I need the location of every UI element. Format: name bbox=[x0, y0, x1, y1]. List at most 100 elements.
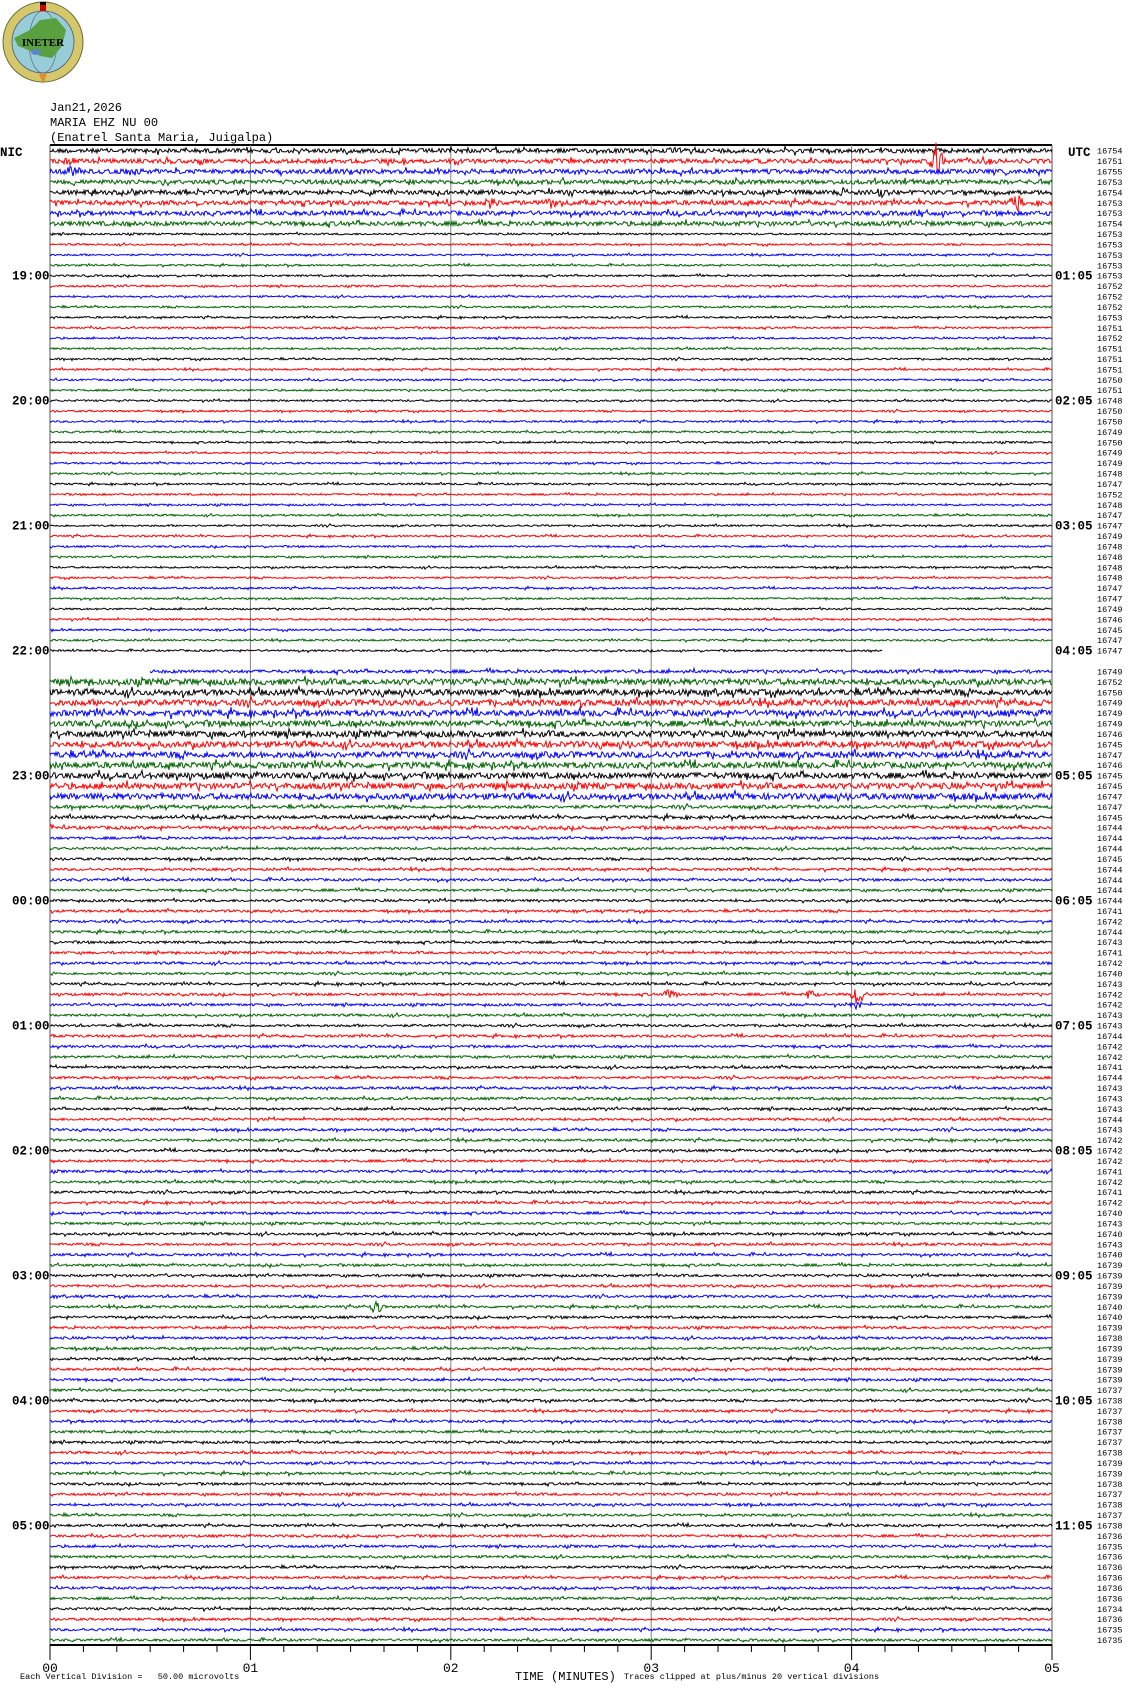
row-count-label: 16753 bbox=[1097, 209, 1123, 219]
trace-row-77 bbox=[49, 938, 1053, 946]
trace-row-32 bbox=[49, 470, 1053, 477]
row-count-label: 16744 bbox=[1097, 876, 1123, 886]
row-count-label: 16749 bbox=[1097, 428, 1123, 438]
row-count-label: 16742 bbox=[1097, 1001, 1123, 1011]
trace-row-132 bbox=[49, 1511, 1053, 1519]
row-count-label: 16744 bbox=[1097, 824, 1123, 834]
row-count-label: 16744 bbox=[1097, 928, 1123, 938]
row-count-label: 16747 bbox=[1097, 647, 1123, 657]
trace-row-12 bbox=[49, 262, 1053, 269]
row-count-label: 16743 bbox=[1097, 1126, 1123, 1136]
left-zone-label: NIC bbox=[0, 146, 23, 160]
trace-row-102 bbox=[49, 1198, 1053, 1207]
trace-row-75 bbox=[49, 917, 1053, 925]
trace-row-57 bbox=[49, 726, 1053, 741]
trace-row-76 bbox=[50, 927, 1053, 936]
trace-row-104 bbox=[49, 1219, 1053, 1227]
trace-row-137 bbox=[49, 1563, 1053, 1571]
row-count-label: 16749 bbox=[1097, 459, 1123, 469]
row-count-label: 16752 bbox=[1097, 282, 1123, 292]
hour-label-right: 02:05 bbox=[1055, 395, 1093, 409]
row-count-label: 16743 bbox=[1097, 1084, 1123, 1094]
trace-row-46 bbox=[49, 616, 1053, 623]
row-count-label: 16747 bbox=[1097, 480, 1123, 490]
row-count-label: 16751 bbox=[1097, 365, 1123, 375]
scale-note: Each Vertical Division = 50.00 microvolt… bbox=[20, 1672, 239, 1682]
trace-row-110 bbox=[49, 1282, 1053, 1290]
traces bbox=[49, 142, 1053, 1644]
row-count-label: 16742 bbox=[1097, 1053, 1123, 1063]
trace-row-138 bbox=[50, 1573, 1053, 1582]
row-count-label: 16736 bbox=[1097, 1594, 1123, 1604]
trace-row-140 bbox=[49, 1594, 1053, 1602]
trace-row-19 bbox=[49, 335, 1053, 341]
row-count-label: 16745 bbox=[1097, 740, 1123, 750]
hour-labels-right: 01:05 02:05 03:05 04:05 05:05 06:05 07:05 08:05… bbox=[1055, 270, 1093, 1534]
ineter-logo: INETER bbox=[2, 1, 84, 84]
row-count-label: 16748 bbox=[1097, 574, 1123, 584]
trace-row-142 bbox=[49, 1615, 1053, 1624]
trace-row-92 bbox=[49, 1095, 1053, 1103]
row-count-label: 16748 bbox=[1097, 542, 1123, 552]
row-count-label: 16751 bbox=[1097, 324, 1123, 334]
trace-row-127 bbox=[49, 1459, 1052, 1467]
trace-row-123 bbox=[49, 1417, 1053, 1426]
hour-label-left: 23:00 bbox=[12, 770, 50, 784]
row-count-label: 16734 bbox=[1097, 1605, 1123, 1615]
hour-label-left: 01:00 bbox=[12, 1020, 50, 1034]
row-count-label: 16742 bbox=[1097, 990, 1123, 1000]
trace-row-74 bbox=[49, 907, 1053, 915]
hour-label-left: 00:00 bbox=[12, 895, 50, 909]
row-count-label: 16740 bbox=[1097, 969, 1123, 979]
trace-row-89 bbox=[49, 1063, 1053, 1072]
row-count-label: 16747 bbox=[1097, 522, 1123, 532]
trace-row-97 bbox=[50, 1146, 1053, 1155]
trace-row-144 bbox=[49, 1636, 1053, 1644]
row-count-label: 16743 bbox=[1097, 1105, 1123, 1115]
row-count-label: 16743 bbox=[1097, 1219, 1123, 1229]
trace-row-49 bbox=[49, 647, 883, 654]
row-count-labels: 1675416751167551675316754167531675316754… bbox=[1097, 147, 1123, 1646]
row-count-label: 16752 bbox=[1097, 303, 1123, 313]
trace-row-79 bbox=[49, 959, 1053, 967]
trace-row-5 bbox=[49, 186, 1053, 199]
trace-row-22 bbox=[49, 366, 1053, 373]
row-count-label: 16739 bbox=[1097, 1324, 1123, 1334]
row-count-label: 16750 bbox=[1097, 688, 1123, 698]
trace-row-65 bbox=[50, 812, 1053, 823]
trace-row-109 bbox=[49, 1271, 1052, 1280]
row-count-label: 16751 bbox=[1097, 355, 1123, 365]
station-label: MARIA EHZ NU 00 bbox=[50, 116, 158, 130]
row-count-label: 16737 bbox=[1097, 1428, 1123, 1438]
trace-row-129 bbox=[49, 1479, 1053, 1488]
trace-row-20 bbox=[49, 345, 1053, 352]
row-count-label: 16736 bbox=[1097, 1532, 1123, 1542]
trace-row-52 bbox=[49, 674, 1053, 688]
row-count-label: 16753 bbox=[1097, 261, 1123, 271]
trace-row-2 bbox=[49, 142, 1053, 173]
hour-label-left: 03:00 bbox=[12, 1270, 50, 1284]
trace-row-93 bbox=[49, 1105, 1053, 1113]
hour-label-right: 04:05 bbox=[1055, 645, 1093, 659]
hour-label-right: 03:05 bbox=[1055, 520, 1093, 534]
row-count-label: 16744 bbox=[1097, 845, 1123, 855]
row-count-label: 16736 bbox=[1097, 1615, 1123, 1625]
row-count-label: 16743 bbox=[1097, 980, 1123, 990]
trace-row-108 bbox=[49, 1261, 1053, 1269]
row-count-label: 16746 bbox=[1097, 761, 1123, 771]
trace-row-106 bbox=[49, 1240, 1053, 1248]
row-count-label: 16744 bbox=[1097, 897, 1123, 907]
row-count-label: 16740 bbox=[1097, 1313, 1123, 1323]
trace-row-67 bbox=[49, 834, 1053, 842]
trace-row-34 bbox=[49, 491, 1053, 498]
trace-row-94 bbox=[49, 1115, 1053, 1123]
trace-row-14 bbox=[49, 283, 1053, 289]
row-count-label: 16745 bbox=[1097, 772, 1123, 782]
row-count-label: 16736 bbox=[1097, 1574, 1123, 1584]
trace-row-88 bbox=[49, 1053, 1053, 1061]
trace-row-84 bbox=[49, 1011, 1053, 1020]
trace-row-141 bbox=[49, 1605, 1053, 1613]
row-count-label: 16744 bbox=[1097, 865, 1123, 875]
hour-label-right: 07:05 bbox=[1055, 1020, 1093, 1034]
